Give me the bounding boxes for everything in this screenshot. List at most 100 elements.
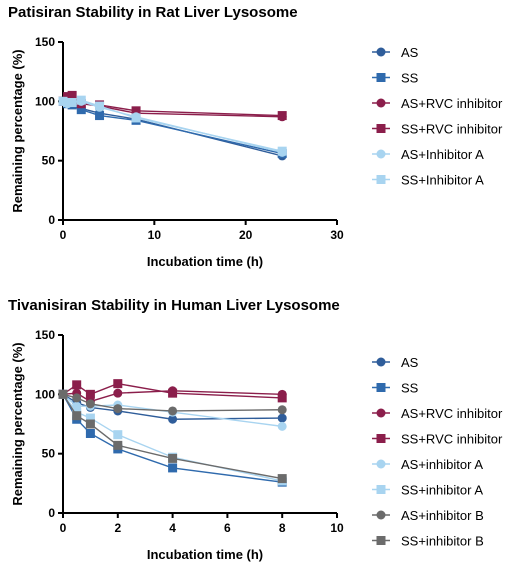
chart-1-x-tick-label: 20 xyxy=(239,228,253,242)
chart-2-data-point xyxy=(113,379,123,389)
chart-2-data-point xyxy=(72,393,82,403)
chart-1-legend-label: SS+RVC inhibitor xyxy=(401,122,503,137)
chart-2-legend-label: AS+RVC inhibitor xyxy=(401,406,503,421)
chart-2-x-tick-label: 2 xyxy=(114,521,121,535)
chart-1-legend-item: AS+Inhibitor A xyxy=(372,147,484,162)
chart-1-data-point xyxy=(67,90,77,100)
chart-2-legend-marker xyxy=(376,510,386,520)
chart-2-series-8 xyxy=(58,389,287,484)
chart-2-legend-item: AS xyxy=(372,355,419,370)
chart-1-y-tick-label: 0 xyxy=(48,213,55,227)
chart-1-data-point xyxy=(95,101,105,111)
chart-1-y-tick-label: 100 xyxy=(35,94,55,108)
chart-2-legend-marker xyxy=(376,408,386,418)
chart-2-y-tick-label: 50 xyxy=(42,447,56,461)
chart-2-x-tick-label: 8 xyxy=(279,521,286,535)
chart-2-y-tick-label: 0 xyxy=(48,506,55,520)
chart-1-data-point xyxy=(63,98,73,108)
chart-2-legend-marker xyxy=(376,536,386,545)
chart-2-x-tick-label: 10 xyxy=(330,521,344,535)
chart-1-legend-label: AS xyxy=(401,45,419,60)
chart-2-legend-item: SS+inhibitor A xyxy=(372,483,483,498)
chart-1-title: Patisiran Stability in Rat Liver Lysosom… xyxy=(8,4,298,21)
chart-2-data-point xyxy=(85,419,95,429)
chart-2-y-axis-label: Remaining percentage (%) xyxy=(10,342,25,505)
chart-2-y-tick-label: 150 xyxy=(35,328,55,342)
chart-1-data-point xyxy=(131,106,141,116)
chart-2-data-point xyxy=(113,430,123,440)
chart-1-series-6 xyxy=(58,95,287,156)
chart-1-y-axis-label: Remaining percentage (%) xyxy=(10,49,25,212)
chart-1-x-axis-label: Incubation time (h) xyxy=(147,254,263,269)
chart-1-x-tick-label: 30 xyxy=(330,228,344,242)
chart-2-data-point xyxy=(58,389,68,399)
chart-2-data-point xyxy=(113,388,123,398)
chart-2-legend-marker xyxy=(376,434,386,443)
chart-2-data-point xyxy=(277,393,287,403)
chart-2-x-axis-label: Incubation time (h) xyxy=(147,547,263,562)
chart-1-x-tick-label: 10 xyxy=(148,228,162,242)
chart-2-data-point xyxy=(85,389,95,399)
chart-1-y-tick-label: 150 xyxy=(35,35,55,49)
chart-1-data-point xyxy=(277,111,287,121)
chart-2-data-point xyxy=(168,406,178,416)
chart-2-legend-marker xyxy=(376,459,386,469)
chart-1-series-3 xyxy=(58,95,287,122)
chart-2-data-point xyxy=(85,399,95,409)
chart-1-data-point xyxy=(58,96,68,106)
chart-1-legend-item: SS xyxy=(372,71,419,86)
chart-1-data-point xyxy=(76,105,86,115)
chart-2-legend-marker xyxy=(376,485,386,494)
chart-1-legend-marker xyxy=(376,98,386,108)
chart-2-data-point xyxy=(85,428,95,438)
chart-1: Patisiran Stability in Rat Liver Lysosom… xyxy=(8,4,503,269)
chart-2-legend-item: SS xyxy=(372,381,419,396)
chart-2-legend-label: AS+inhibitor A xyxy=(401,457,483,472)
chart-2-x-tick-label: 0 xyxy=(60,521,67,535)
chart-2-legend-item: AS+inhibitor B xyxy=(372,508,484,523)
chart-2-data-point xyxy=(277,413,287,423)
chart-2-legend-item: AS+inhibitor A xyxy=(372,457,483,472)
chart-1-data-point xyxy=(67,98,77,108)
chart-2-data-point xyxy=(168,463,178,473)
chart-1-legend-label: SS xyxy=(401,71,419,86)
chart-1-legend-marker xyxy=(376,47,386,57)
chart-2-data-point xyxy=(168,453,178,463)
chart-2-legend-label: SS+RVC inhibitor xyxy=(401,432,503,447)
chart-1-data-point xyxy=(95,111,105,121)
chart-1-data-point xyxy=(277,146,287,156)
chart-1-y-tick-label: 50 xyxy=(42,154,56,168)
chart-1-legend-item: AS xyxy=(372,45,419,60)
chart-1-legend-label: SS+Inhibitor A xyxy=(401,173,484,188)
chart-2-legend: AS SS AS+RVC inhibitor SS+RVC inhibitor AS+i… xyxy=(372,355,503,549)
chart-2-x-tick-label: 6 xyxy=(224,521,231,535)
chart-2-legend-marker xyxy=(376,357,386,367)
chart-2-data-point xyxy=(277,405,287,415)
chart-1-data-point xyxy=(131,113,141,123)
chart-1-legend-label: AS+Inhibitor A xyxy=(401,147,484,162)
chart-1-legend-item: AS+RVC inhibitor xyxy=(372,96,503,111)
chart-1-x-tick-label: 0 xyxy=(60,228,67,242)
chart-2-legend-item: SS+RVC inhibitor xyxy=(372,432,503,447)
chart-2-legend-label: AS xyxy=(401,355,419,370)
chart-1-legend-marker xyxy=(376,124,386,133)
chart-2-data-point xyxy=(277,474,287,484)
chart-2-legend-label: SS+inhibitor A xyxy=(401,483,483,498)
chart-1-legend: AS SS AS+RVC inhibitor SS+RVC inhibitor AS+I… xyxy=(372,45,503,188)
chart-1-legend-marker xyxy=(376,175,386,184)
chart-1-legend-marker xyxy=(376,149,386,159)
chart-1-legend-label: AS+RVC inhibitor xyxy=(401,96,503,111)
chart-1-data-point xyxy=(63,92,73,102)
chart-2-legend-label: SS xyxy=(401,381,419,396)
chart-1-data-point xyxy=(76,95,86,105)
chart-2-data-point xyxy=(72,411,82,421)
chart-2: Tivanisiran Stability in Human Liver Lys… xyxy=(8,297,503,562)
chart-2-data-point xyxy=(72,380,82,390)
chart-2-data-point xyxy=(168,388,178,398)
chart-2-legend-label: AS+inhibitor B xyxy=(401,508,484,523)
chart-1-legend-item: SS+RVC inhibitor xyxy=(372,122,503,137)
chart-2-data-point xyxy=(113,440,123,450)
chart-1-legend-marker xyxy=(376,73,386,82)
chart-2-data-point xyxy=(85,413,95,423)
